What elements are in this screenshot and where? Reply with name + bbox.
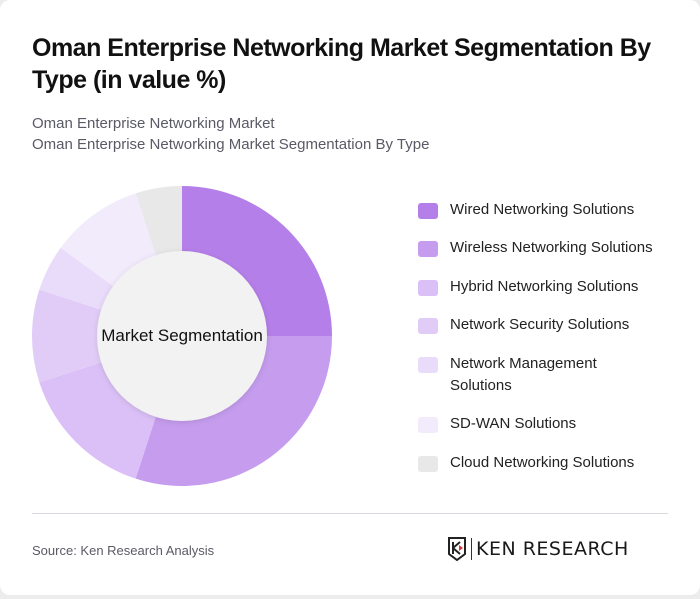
legend-item: SD-WAN Solutions <box>418 413 670 435</box>
donut-chart <box>32 186 332 486</box>
logo-separator <box>471 538 472 560</box>
legend-swatch <box>418 357 438 373</box>
legend-label: Cloud Networking Solutions <box>450 454 635 471</box>
legend-item: Wireless Networking Solutions <box>418 237 670 259</box>
logo-text: KEN RESEARCH <box>476 538 629 560</box>
source-note: Source: Ken Research Analysis <box>32 543 215 558</box>
legend-swatch <box>418 203 438 219</box>
legend-swatch <box>418 417 438 433</box>
ken-research-logo: KEN RESEARCH <box>447 537 629 561</box>
legend-label: Wireless Networking Solutions <box>450 239 653 256</box>
footer-divider <box>32 513 668 514</box>
legend-label: Network Management Solutions <box>450 355 597 394</box>
donut-slice-cloud-networking-solutions <box>135 186 182 257</box>
donut-slice-network-security-solutions <box>32 289 103 383</box>
chart-subtitle: Oman Enterprise Networking Market Oman E… <box>32 113 429 155</box>
legend-item: Cloud Networking Solutions <box>418 452 670 474</box>
donut-slice-wired-networking-solutions <box>182 186 332 336</box>
legend-swatch <box>418 318 438 334</box>
legend-label: Hybrid Networking Solutions <box>450 278 639 295</box>
legend-label: SD-WAN Solutions <box>450 415 577 432</box>
legend-swatch <box>418 241 438 257</box>
legend-item: Wired Networking Solutions <box>418 199 670 221</box>
legend-item: Network Security Solutions <box>418 314 670 336</box>
subtitle-line-1: Oman Enterprise Networking Market <box>32 115 275 132</box>
chart-title: Oman Enterprise Networking Market Segmen… <box>32 34 651 94</box>
donut-slices <box>32 186 332 486</box>
donut-slice-hybrid-networking-solutions <box>39 361 157 479</box>
donut-slice-network-management-solutions <box>39 247 115 311</box>
donut-slice-sd-wan-solutions <box>60 193 157 287</box>
legend-item: Hybrid Networking Solutions <box>418 276 670 298</box>
ken-research-logo-icon <box>448 537 466 561</box>
legend-swatch <box>418 456 438 472</box>
legend-label: Wired Networking Solutions <box>450 201 635 218</box>
legend-swatch <box>418 280 438 296</box>
subtitle-line-2: Oman Enterprise Networking Market Segmen… <box>32 136 430 153</box>
legend-label: Network Security Solutions <box>450 316 630 333</box>
donut-slice-wireless-networking-solutions <box>135 336 332 486</box>
legend-item: Network Management Solutions <box>418 353 620 397</box>
donut-center <box>97 251 267 421</box>
